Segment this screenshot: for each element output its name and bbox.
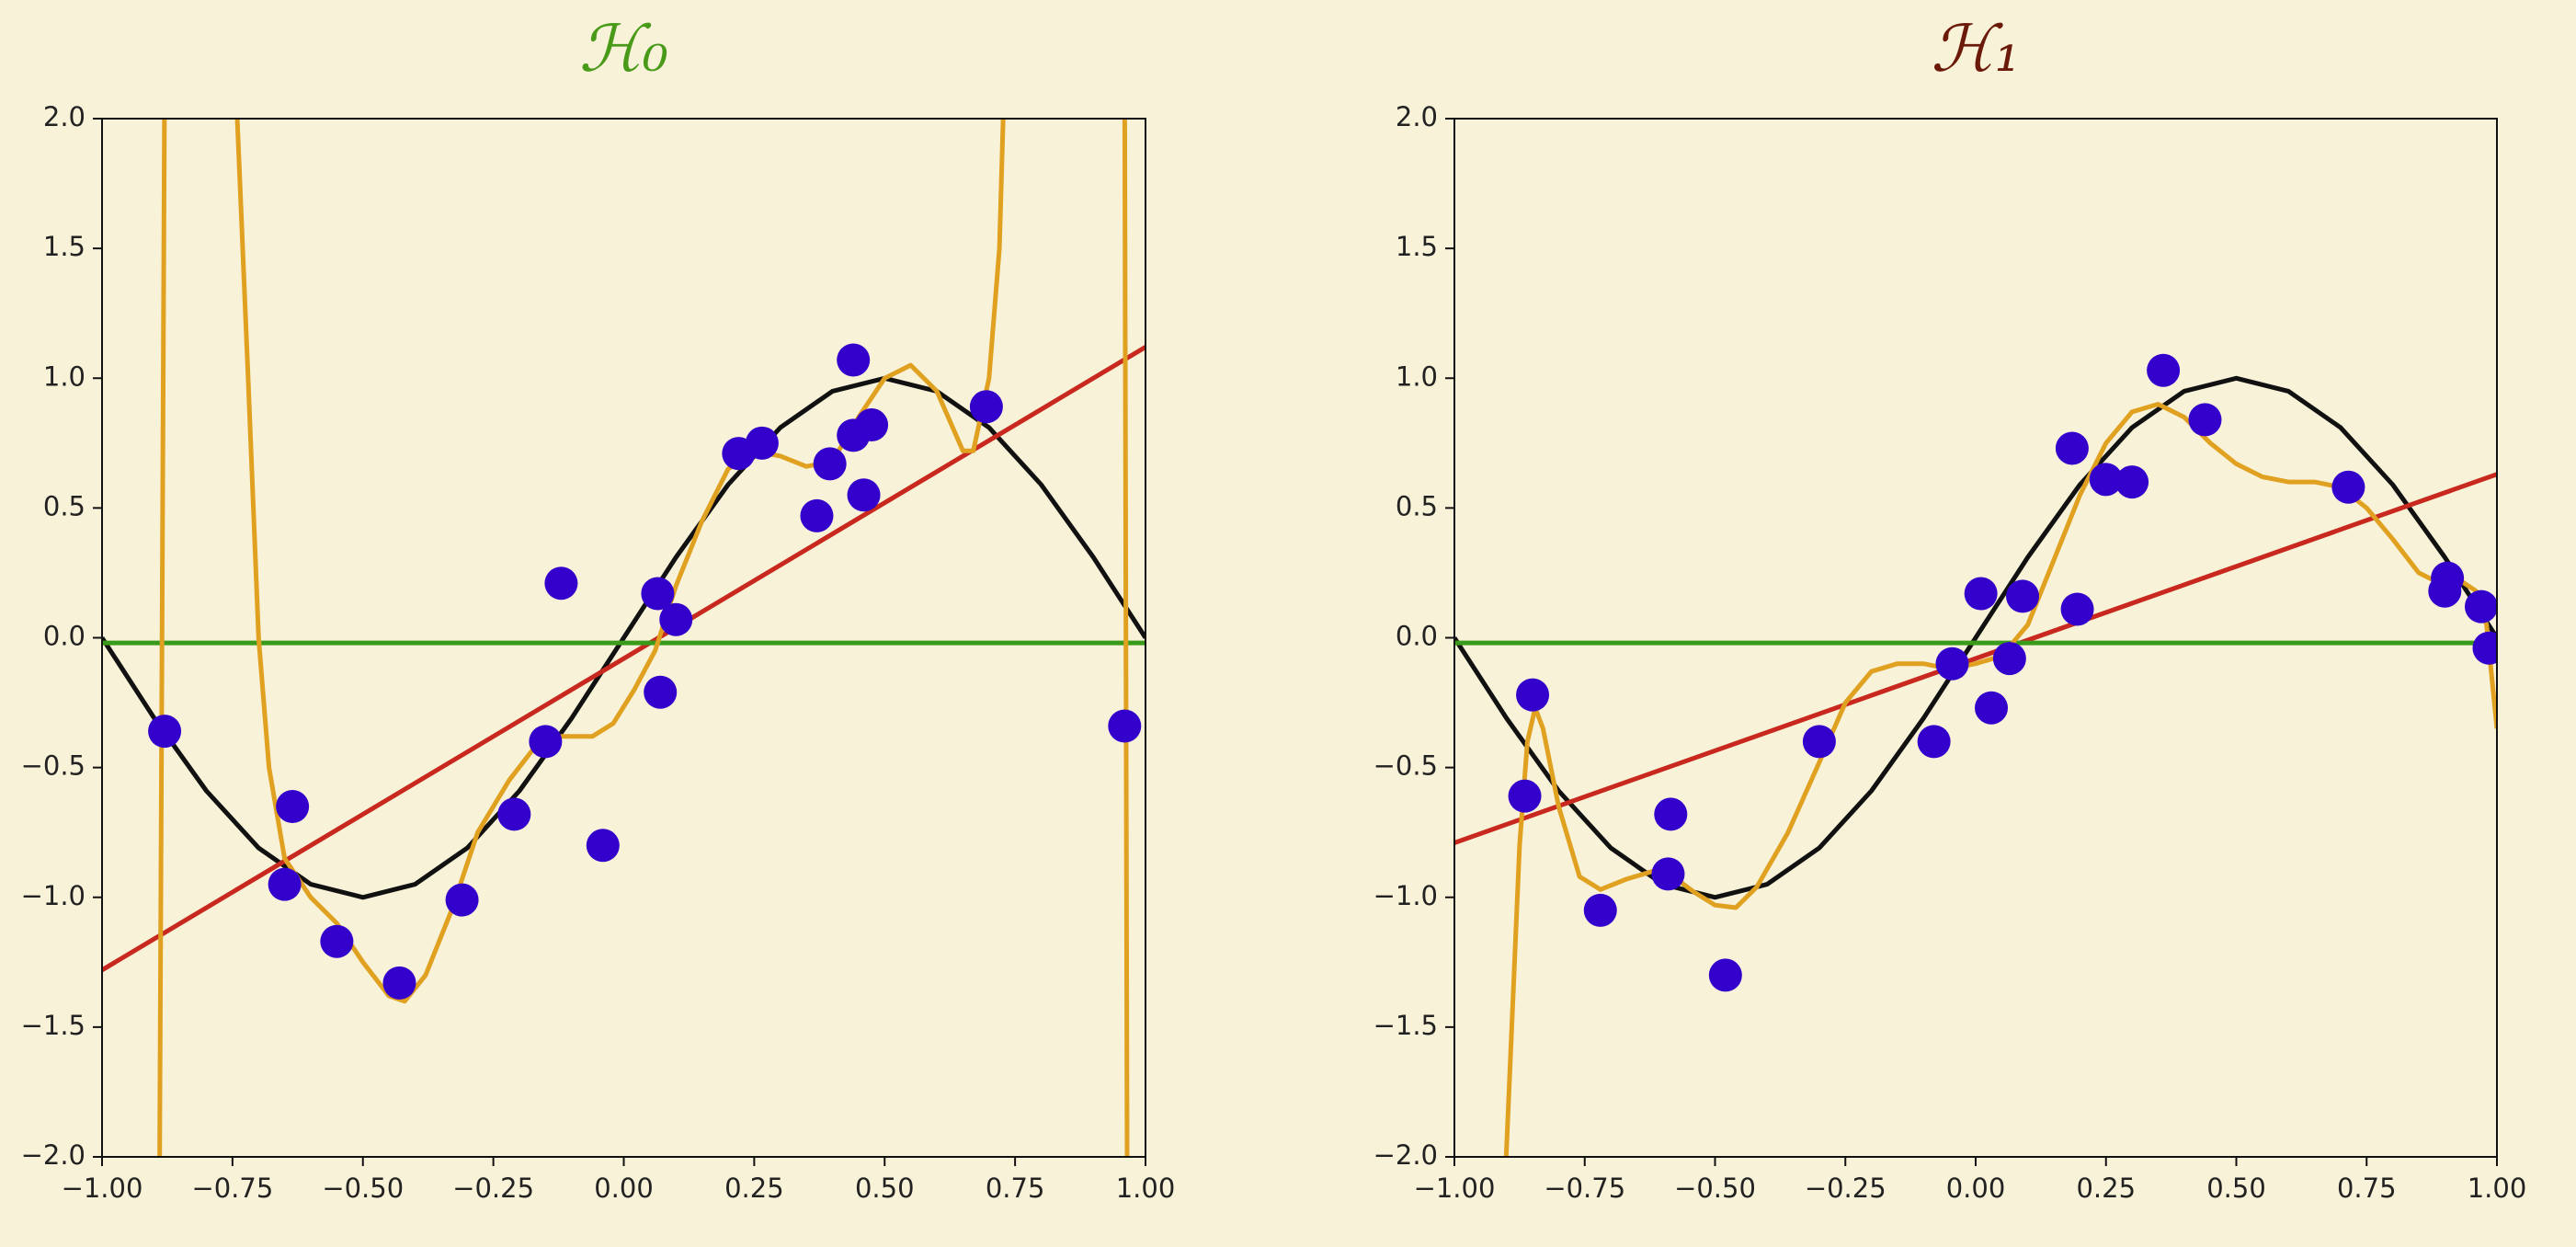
x-tick-label: 0.75 [2337, 1173, 2397, 1204]
x-tick-label: 0.00 [1946, 1173, 2006, 1204]
point [745, 426, 779, 460]
chart: ℋ₀ −1.00 −0.75 −0.50 −0.25 0.00 0.25 0.50 0.75 1.… [21, 11, 1176, 1204]
point [847, 478, 881, 512]
x-tick-label: −0.50 [1674, 1173, 1756, 1204]
x-tick-label: −0.75 [191, 1173, 273, 1204]
point [2188, 403, 2222, 437]
x-tick-label: 0.50 [855, 1173, 915, 1204]
x-tick-label: 1.00 [2468, 1173, 2527, 1204]
y-tick-label: 0.0 [43, 621, 85, 652]
y-tick-label: −1.0 [21, 880, 85, 911]
y-tick-label: 1.0 [1396, 360, 1438, 392]
line [1454, 375, 2497, 900]
x-tick-label: 0.25 [724, 1173, 784, 1204]
point [659, 602, 693, 636]
x-tick-label: −1.00 [62, 1173, 143, 1204]
point [1935, 646, 1969, 681]
x-tick-label: 0.25 [2076, 1173, 2136, 1204]
y-tick-label: 0.5 [43, 490, 85, 521]
point [445, 883, 479, 917]
point [641, 577, 675, 611]
y-tick-label: 2.0 [1396, 101, 1438, 132]
y-tick-label: 0.5 [1396, 490, 1438, 521]
chart: ℋ₁ −1.00 −0.75 −0.50 −0.25 0.00 0.25 0.50 0.75 1.… [1373, 11, 2527, 1204]
line [102, 375, 1146, 900]
y-tick-label: 0.0 [1396, 621, 1438, 652]
point [1516, 678, 1550, 712]
point [1975, 691, 2009, 725]
point [2115, 465, 2149, 499]
x-tick-label: −0.50 [322, 1173, 404, 1204]
y-tick-label: −1.5 [21, 1010, 85, 1041]
y-tick-label: −1.0 [1373, 880, 1438, 911]
point [2060, 592, 2094, 626]
point [2147, 353, 2181, 387]
point [1964, 577, 1998, 611]
point [2006, 579, 2040, 613]
point [1508, 779, 1542, 813]
chart-title: ℋ₁ [1931, 11, 2020, 86]
x-tick-label: 0.00 [594, 1173, 654, 1204]
point [276, 789, 310, 823]
point [320, 924, 354, 958]
x-tick-label: 0.75 [986, 1173, 1045, 1204]
y-tick-label: −0.5 [21, 750, 85, 782]
point [1108, 709, 1142, 743]
point [1708, 958, 1742, 992]
x-tick-label: −1.00 [1414, 1173, 1496, 1204]
y-tick-label: 2.0 [43, 101, 85, 132]
point [1654, 797, 1688, 831]
y-tick-label: 1.5 [43, 231, 85, 262]
point [544, 566, 578, 601]
x-tick-label: −0.25 [452, 1173, 534, 1204]
y-tick-label: −2.0 [21, 1139, 85, 1171]
point [813, 447, 847, 481]
point [586, 829, 620, 863]
x-tick-label: 0.50 [2206, 1173, 2266, 1204]
point [529, 725, 563, 759]
chart-title: ℋ₀ [579, 11, 668, 86]
line [157, 119, 1130, 1157]
y-tick-label: 1.5 [1396, 231, 1438, 262]
point [2089, 463, 2123, 497]
y-tick-label: −0.5 [1373, 750, 1438, 782]
point [1992, 642, 2026, 676]
plot-area [102, 119, 1146, 1157]
point [2464, 589, 2497, 624]
point [497, 797, 531, 831]
point [2472, 631, 2497, 665]
point [2428, 574, 2462, 608]
point [268, 867, 302, 901]
point [1651, 857, 1685, 891]
y-tick-label: −1.5 [1373, 1010, 1438, 1041]
point [969, 390, 1003, 424]
line [1454, 472, 2497, 845]
point [1917, 725, 1951, 759]
point [2331, 470, 2365, 504]
point [1583, 893, 1617, 927]
point [855, 408, 889, 442]
point [148, 715, 182, 749]
point [1802, 725, 1836, 759]
y-tick-label: 1.0 [43, 360, 85, 392]
point [644, 675, 678, 709]
point [382, 966, 416, 1000]
x-tick-label: −0.25 [1805, 1173, 1886, 1204]
plot-area [1454, 353, 2497, 1157]
x-tick-label: −0.75 [1544, 1173, 1625, 1204]
point [800, 498, 834, 532]
y-tick-label: −2.0 [1373, 1139, 1438, 1171]
point [837, 343, 871, 377]
x-tick-label: 1.00 [1116, 1173, 1176, 1204]
point [2055, 431, 2089, 465]
